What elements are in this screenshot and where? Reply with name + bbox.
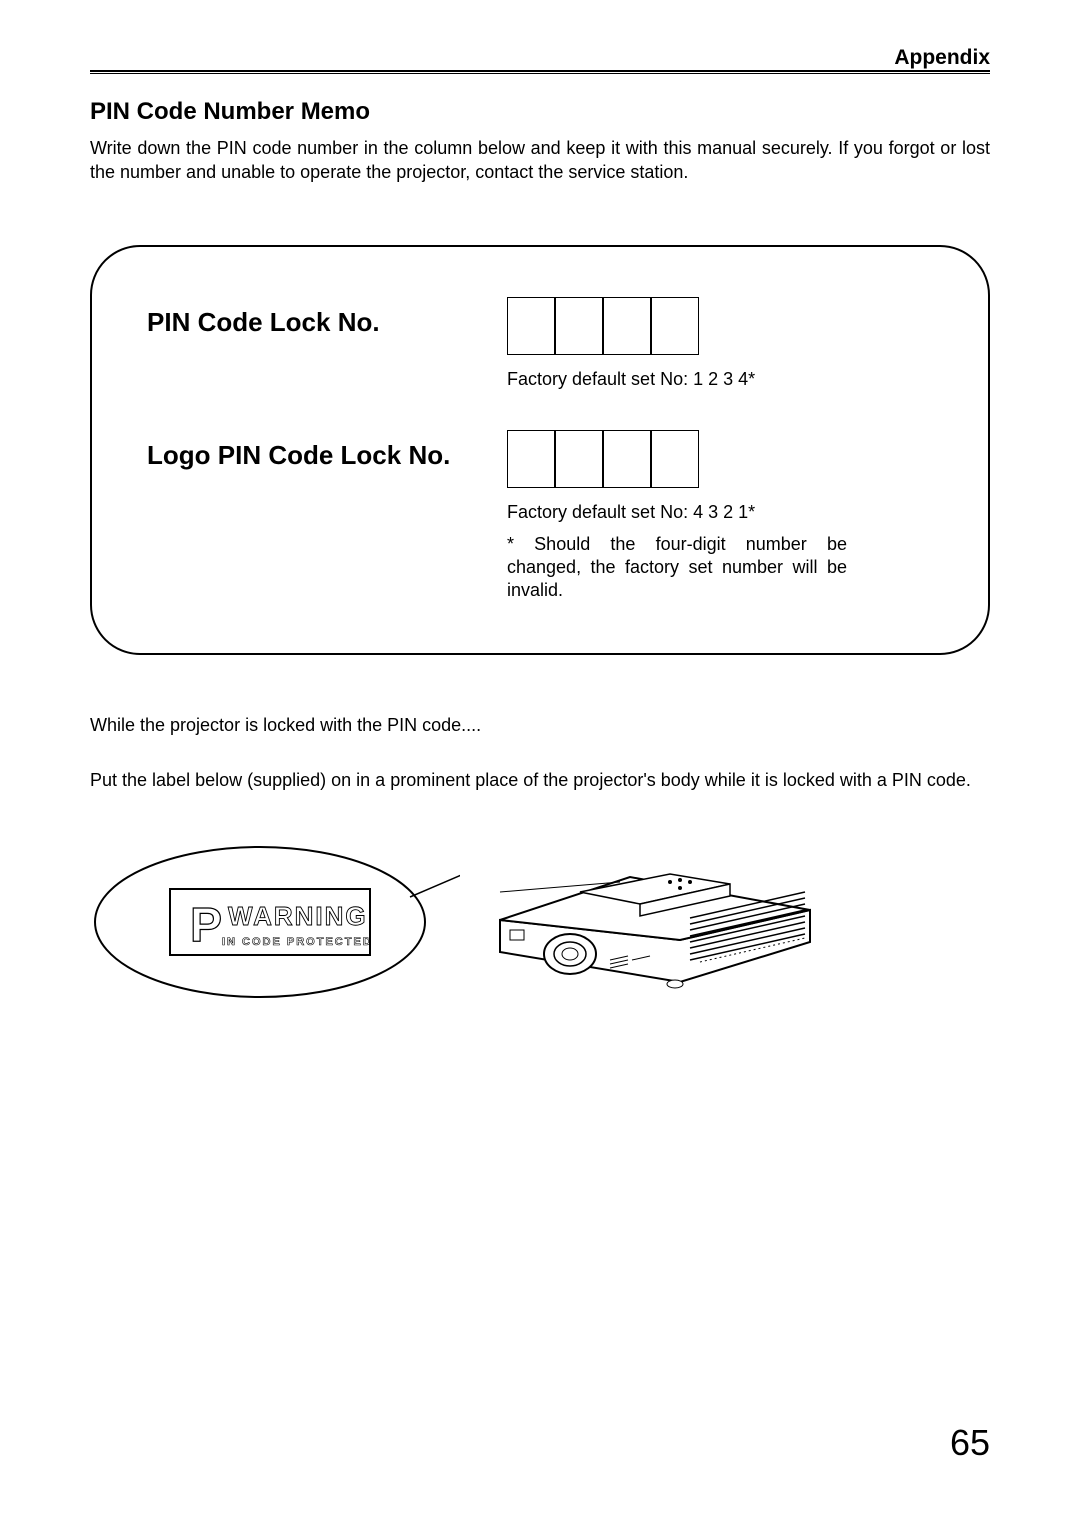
warning-subtitle: IN CODE PROTECTED — [222, 936, 373, 948]
memo-footnote: * Should the four-digit number be change… — [507, 533, 847, 603]
locked-instruction: Put the label below (supplied) on in a p… — [90, 768, 990, 792]
logo-pin-digit-4[interactable] — [651, 430, 699, 488]
projector-illustration — [470, 822, 830, 1022]
logo-pin-default-note: Factory default set No: 4 3 2 1* — [507, 502, 943, 523]
logo-pin-input-boxes[interactable] — [507, 430, 943, 488]
intro-text: Write down the PIN code number in the co… — [90, 136, 990, 185]
pin-input-boxes[interactable] — [507, 297, 943, 355]
header-rule: Appendix — [90, 70, 990, 74]
logo-pin-digit-2[interactable] — [555, 430, 603, 488]
pin-lock-label: PIN Code Lock No. — [147, 297, 507, 338]
memo-box: PIN Code Lock No. Factory default set No… — [90, 245, 990, 655]
logo-pin-digit-1[interactable] — [507, 430, 555, 488]
warning-title: WARNING — [228, 901, 368, 931]
pin-default-note: Factory default set No: 1 2 3 4* — [507, 369, 943, 390]
logo-pin-lock-label: Logo PIN Code Lock No. — [147, 430, 507, 471]
pin-digit-3[interactable] — [603, 297, 651, 355]
pin-digit-1[interactable] — [507, 297, 555, 355]
logo-pin-digit-3[interactable] — [603, 430, 651, 488]
illustration-row: P WARNING IN CODE PROTECTED — [90, 822, 990, 1022]
page-number: 65 — [950, 1422, 990, 1464]
section-title: PIN Code Number Memo — [90, 98, 990, 126]
warning-p-letter: P — [190, 899, 222, 952]
appendix-label: Appendix — [894, 46, 990, 70]
pin-digit-2[interactable] — [555, 297, 603, 355]
pin-digit-4[interactable] — [651, 297, 699, 355]
warning-label-illustration: P WARNING IN CODE PROTECTED — [90, 837, 460, 1007]
locked-heading: While the projector is locked with the P… — [90, 715, 990, 736]
